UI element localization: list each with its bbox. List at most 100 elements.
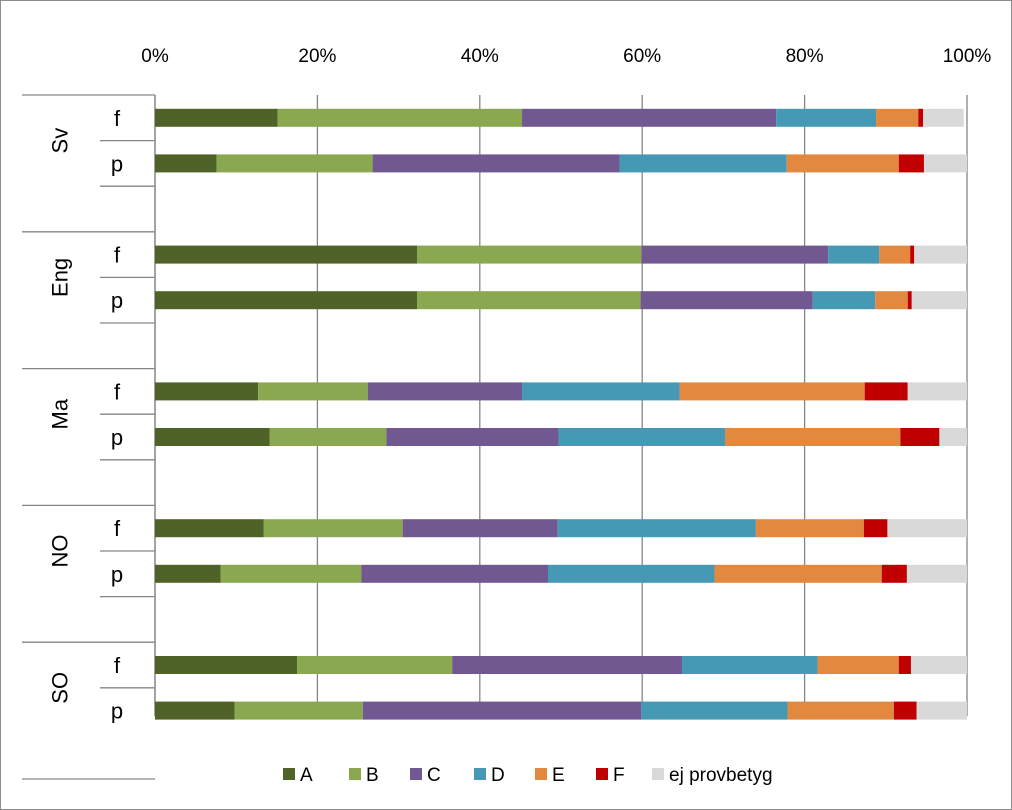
row-label: f <box>114 653 121 678</box>
bar-segment <box>372 154 620 173</box>
bar-segment <box>548 564 715 583</box>
bar-segment <box>679 382 865 401</box>
legend-label: D <box>491 765 505 786</box>
bar-segment <box>155 428 270 446</box>
bar-segment <box>155 108 278 127</box>
bar-segment <box>786 154 899 173</box>
bar-segment <box>879 245 911 264</box>
bar-segment <box>906 564 967 583</box>
bar-segment <box>417 245 642 264</box>
bar-segment <box>923 154 967 173</box>
bar-segment <box>417 291 641 310</box>
row-label: p <box>111 151 123 176</box>
group-label: SO <box>48 672 73 704</box>
legend-label: ej provbetyg <box>669 765 773 786</box>
bar-segment <box>817 656 899 674</box>
bar-segment <box>641 701 788 720</box>
bar-segment <box>939 428 967 446</box>
bar-segment <box>155 382 259 401</box>
legend-swatch <box>349 768 361 780</box>
bar-segment <box>619 154 787 173</box>
x-tick-label: 40% <box>461 46 499 67</box>
bar-segment <box>362 701 642 720</box>
x-tick-labels: 0% 20% 40% 60% 80% 100% <box>141 46 991 67</box>
group-label: NO <box>48 535 73 568</box>
bar-segment <box>787 701 894 720</box>
bar-segment <box>681 656 818 674</box>
bar-segment <box>714 564 882 583</box>
bar-segment <box>402 519 558 538</box>
legend-swatch <box>283 768 295 780</box>
bar-segment <box>776 108 877 127</box>
bar-segment <box>386 428 559 446</box>
row-label: p <box>111 562 123 587</box>
bar-segment <box>914 245 967 264</box>
bar-segment <box>640 291 813 310</box>
bar-segment <box>881 564 907 583</box>
legend-swatch <box>652 768 664 780</box>
row-label: f <box>114 379 121 404</box>
bar-segment <box>297 656 453 674</box>
bar-segment <box>367 382 523 401</box>
bar-segment <box>452 656 682 674</box>
bar-segment <box>755 519 864 538</box>
bar-segment <box>923 108 964 127</box>
bar-segment <box>911 291 967 310</box>
bar-segment <box>361 564 549 583</box>
bar-segment <box>725 428 901 446</box>
row-label: f <box>114 106 121 131</box>
legend-label: B <box>366 765 379 786</box>
axes <box>22 94 156 780</box>
bar-segment <box>864 382 908 401</box>
bar-segment <box>558 428 726 446</box>
bar-segment <box>155 245 418 264</box>
bar-segment <box>155 154 217 173</box>
bar-segment <box>812 291 876 310</box>
bar-segment <box>893 701 917 720</box>
legend-swatch <box>474 768 486 780</box>
grid-lines <box>154 95 968 716</box>
legend-swatch <box>410 768 422 780</box>
row-label: f <box>114 243 121 268</box>
row-label: p <box>111 425 123 450</box>
legend-label: A <box>300 765 313 786</box>
bar-segment <box>220 564 362 583</box>
legend-swatch <box>596 768 608 780</box>
bar-segment <box>898 154 924 173</box>
legend-label: F <box>613 765 625 786</box>
bar-segment <box>216 154 373 173</box>
bar-segment <box>910 656 967 674</box>
bar-segment <box>918 108 924 127</box>
legend-swatch <box>535 768 547 780</box>
bar-segment <box>898 656 911 674</box>
bar-segment <box>863 519 888 538</box>
row-label: p <box>111 288 123 313</box>
bar-segment <box>916 701 967 720</box>
bar-segment <box>269 428 387 446</box>
bar-segment <box>641 245 829 264</box>
bar-segment <box>258 382 368 401</box>
bar-segment <box>876 108 919 127</box>
bar-segment <box>557 519 756 538</box>
bar-segment <box>887 519 967 538</box>
bar-segment <box>907 291 912 310</box>
bar-segment <box>277 108 523 127</box>
group-label: Eng <box>48 258 73 297</box>
bar-segment <box>155 519 264 538</box>
group-label: Sv <box>48 128 73 154</box>
bar-segment <box>263 519 403 538</box>
legend-label: C <box>427 765 441 786</box>
bar-segment <box>907 382 967 401</box>
bar-segment <box>155 701 235 720</box>
bar-segment <box>828 245 880 264</box>
x-tick-label: 60% <box>623 46 661 67</box>
bar-segment <box>900 428 940 446</box>
bar-segment <box>155 656 298 674</box>
x-tick-label: 80% <box>786 46 824 67</box>
group-label: Ma <box>48 398 73 429</box>
bars <box>155 108 967 720</box>
bar-segment <box>522 382 680 401</box>
